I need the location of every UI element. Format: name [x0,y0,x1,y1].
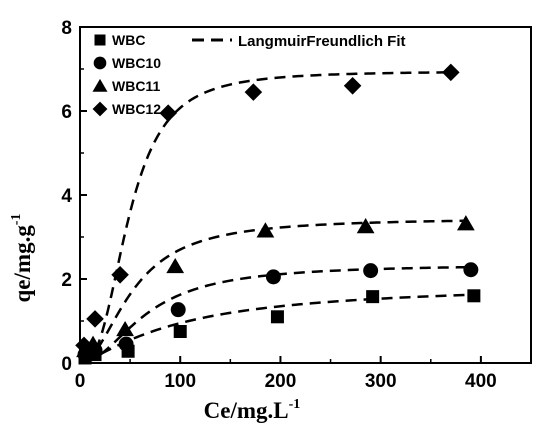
data-point-wbc12 [75,336,93,355]
data-point-wbc11 [256,222,275,238]
data-markers [75,63,481,365]
y-tick-label: 0 [61,354,72,375]
data-point-wbc [467,289,481,303]
legend-label-wbc10: WBC10 [112,55,161,71]
data-point-wbc12 [159,104,177,122]
x-tick-label: 300 [365,371,397,392]
x-axis-title-superscript: -1 [289,397,301,412]
fit-legend: LangmuirFreundlich Fit [192,33,406,50]
data-point-wbc11 [116,320,134,337]
x-axis-ticks: 0 100 200 300 400 [75,356,497,392]
fit-curve-wbc12 [83,71,451,364]
legend-label-wbc12: WBC12 [112,101,161,117]
data-point-wbc [173,325,187,338]
data-point-wbc12 [343,77,362,95]
y-tick-label: 2 [61,270,72,291]
data-point-wbc [270,310,284,324]
x-tick-label: 200 [265,371,297,392]
data-point-wbc [366,290,380,304]
x-tick-label: 400 [465,371,497,392]
data-point-wbc12 [111,266,129,284]
data-point-wbc11 [166,257,185,274]
legend: WBC WBC10 WBC11 WBC12 [92,32,161,117]
data-point-wbc10 [363,263,379,279]
legend-marker-wbc [94,34,106,46]
y-axis-title-superscript: -1 [9,214,24,226]
legend-marker-wbc12 [92,101,108,117]
fit-curve-wbc11 [84,219,466,363]
legend-marker-wbc10 [93,56,107,70]
fit-legend-label: LangmuirFreundlich Fit [238,33,406,50]
legend-marker-wbc11 [92,78,108,92]
y-axis-ticks: 0 2 4 6 8 [61,18,87,375]
y-axis-title: qe/mg.g-1 [9,214,35,303]
x-axis-title: Ce/mg.L-1 [204,397,301,423]
data-point-wbc10 [463,262,479,278]
data-point-wbc10 [170,302,186,318]
x-tick-label: 100 [164,371,196,392]
x-tick-label: 0 [75,371,86,392]
y-tick-label: 8 [61,18,72,39]
y-axis-title-main: qe/mg.g [10,225,35,303]
data-point-wbc12 [86,310,104,328]
y-tick-label: 4 [61,186,72,207]
data-point-wbc10 [265,269,281,285]
legend-label-wbc: WBC [112,32,145,48]
data-point-wbc12 [442,63,460,82]
data-point-wbc11 [456,215,475,231]
legend-label-wbc11: WBC11 [112,78,160,94]
data-point-wbc10 [118,336,134,352]
data-point-wbc11 [356,218,375,234]
y-tick-label: 6 [61,102,72,123]
x-axis-title-main: Ce/mg.L [204,398,289,423]
data-point-wbc12 [244,83,263,101]
fit-curve-wbc [84,293,474,363]
